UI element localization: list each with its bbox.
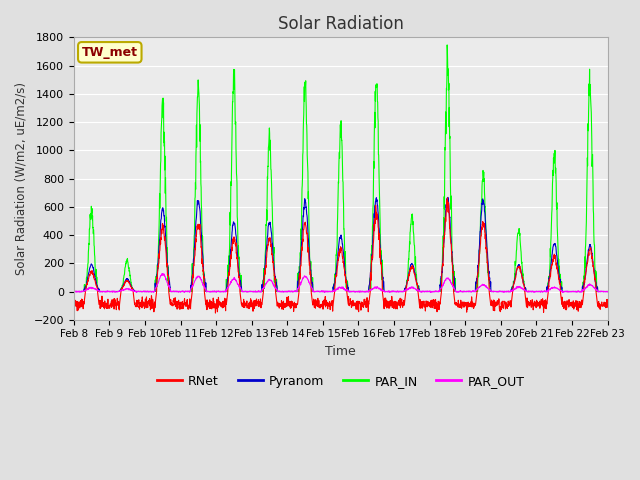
RNet: [604, 300, 611, 305]
PAR_IN: [557, 278, 564, 284]
PAR_OUT: [604, 289, 611, 295]
RNet: [219, 299, 227, 305]
PAR_OUT: [356, 289, 364, 295]
RNet: [444, 195, 451, 201]
Pyranom: [572, 288, 579, 294]
PAR_IN: [219, 288, 227, 294]
Pyranom: [444, 194, 452, 200]
Line: PAR_IN: PAR_IN: [74, 45, 607, 291]
Pyranom: [557, 283, 564, 288]
PAR_OUT: [70, 289, 77, 295]
Line: PAR_OUT: PAR_OUT: [74, 274, 607, 292]
PAR_IN: [496, 288, 504, 294]
RNet: [496, 308, 504, 313]
RNet: [557, 293, 564, 299]
Pyranom: [219, 288, 227, 294]
X-axis label: Time: Time: [325, 345, 356, 358]
RNet: [356, 300, 364, 306]
PAR_IN: [356, 288, 364, 294]
PAR_IN: [367, 270, 375, 276]
Pyranom: [70, 288, 77, 294]
PAR_IN: [70, 288, 77, 294]
PAR_OUT: [133, 289, 141, 295]
PAR_IN: [444, 42, 451, 48]
PAR_IN: [572, 288, 579, 294]
RNet: [572, 303, 580, 309]
Line: Pyranom: Pyranom: [74, 197, 607, 291]
PAR_OUT: [220, 288, 227, 294]
PAR_OUT: [557, 288, 564, 294]
RNet: [212, 310, 220, 316]
Pyranom: [367, 260, 375, 265]
Text: TW_met: TW_met: [82, 46, 138, 59]
PAR_OUT: [159, 271, 167, 276]
PAR_OUT: [368, 286, 376, 292]
Pyranom: [356, 288, 364, 294]
RNet: [70, 297, 77, 303]
PAR_OUT: [496, 288, 504, 294]
Line: RNet: RNet: [74, 198, 607, 313]
RNet: [368, 258, 376, 264]
PAR_OUT: [572, 289, 580, 295]
Pyranom: [604, 288, 611, 294]
Legend: RNet, Pyranom, PAR_IN, PAR_OUT: RNet, Pyranom, PAR_IN, PAR_OUT: [152, 370, 529, 393]
PAR_IN: [604, 288, 611, 294]
Pyranom: [496, 288, 504, 294]
Title: Solar Radiation: Solar Radiation: [278, 15, 404, 33]
Y-axis label: Solar Radiation (W/m2, uE/m2/s): Solar Radiation (W/m2, uE/m2/s): [15, 82, 28, 275]
